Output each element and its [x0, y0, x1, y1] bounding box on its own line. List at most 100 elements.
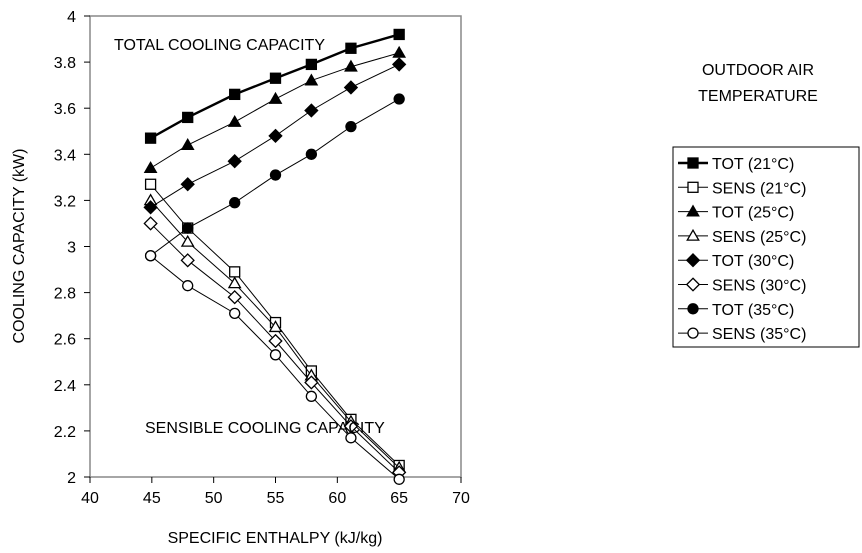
data-point-diamond	[304, 103, 319, 118]
data-point-square	[229, 88, 241, 101]
data-point-square	[687, 181, 699, 193]
data-point-diamond	[268, 128, 283, 144]
data-point-circle	[182, 222, 194, 234]
legend-item: SENS (30°C)	[678, 277, 806, 295]
data-point-circle	[182, 280, 194, 292]
legend-title-line-1: OUTDOOR AIR	[702, 62, 814, 79]
data-point-square	[229, 266, 241, 278]
data-point-circle	[305, 148, 318, 160]
series-layer	[143, 28, 407, 485]
legend-label: SENS (25°C)	[712, 229, 806, 246]
data-point-diamond	[343, 80, 359, 95]
legend-label: SENS (30°C)	[712, 278, 806, 295]
x-tick-label: 50	[205, 490, 223, 507]
y-axis-label: COOLING CAPACITY (kW)	[11, 149, 28, 344]
data-point-square	[144, 132, 157, 144]
data-point-circle	[229, 307, 241, 319]
data-point-triangle	[686, 228, 700, 241]
legend-item: SENS (21°C)	[678, 180, 806, 197]
legend-item: TOT (35°C)	[678, 302, 794, 319]
y-tick-label: 2	[67, 470, 76, 487]
x-tick-label: 55	[267, 490, 285, 507]
data-point-diamond	[268, 333, 283, 349]
legend-item: TOT (30°C)	[678, 253, 794, 270]
series-8	[144, 250, 405, 485]
data-point-triangle	[180, 138, 195, 150]
y-tick-label: 3	[67, 240, 76, 257]
legend-label: TOT (35°C)	[712, 302, 794, 319]
legend-item: SENS (35°C)	[678, 326, 806, 343]
x-tick-label: 40	[81, 490, 99, 507]
legend-label: TOT (25°C)	[712, 205, 794, 222]
data-point-square	[687, 157, 699, 169]
x-tick-label: 70	[452, 490, 470, 507]
data-point-square	[182, 111, 194, 124]
x-tick-label: 60	[328, 490, 346, 507]
y-tick-label: 2.6	[54, 332, 76, 349]
legend-item: TOT (21°C)	[678, 156, 794, 173]
data-point-diamond	[227, 154, 242, 169]
data-point-square	[144, 178, 157, 190]
x-tick-label: 45	[143, 490, 161, 507]
y-tick-label: 2.2	[54, 424, 76, 441]
legend-item: SENS (25°C)	[678, 228, 806, 246]
data-point-triangle	[686, 204, 700, 217]
series-1	[144, 28, 405, 144]
y-tick-label: 3.2	[54, 193, 76, 210]
data-point-triangle	[180, 234, 195, 247]
data-point-diamond	[685, 277, 701, 292]
data-point-circle	[393, 473, 405, 485]
legend-item: TOT (25°C)	[678, 204, 794, 222]
data-point-diamond	[180, 253, 195, 268]
data-point-circle	[144, 250, 157, 262]
series-7	[144, 93, 405, 262]
data-point-triangle	[344, 59, 358, 72]
data-point-circle	[229, 197, 241, 209]
legend-label: TOT (21°C)	[712, 156, 794, 173]
data-point-circle	[687, 303, 699, 315]
data-point-diamond	[227, 290, 242, 305]
data-point-circle	[393, 93, 405, 105]
y-tick-label: 3.6	[54, 101, 76, 118]
legend-label: SENS (35°C)	[712, 326, 806, 343]
data-point-circle	[269, 349, 282, 361]
data-point-square	[305, 58, 318, 71]
y-tick-label: 3.8	[54, 55, 76, 72]
data-point-square	[269, 72, 282, 84]
data-point-diamond	[143, 216, 158, 231]
series-line	[150, 52, 400, 169]
data-point-triangle	[227, 114, 242, 127]
y-tick-label: 2.4	[54, 378, 76, 395]
data-point-triangle	[227, 276, 242, 289]
legend-label: SENS (21°C)	[712, 180, 806, 197]
data-point-diamond	[391, 57, 407, 72]
plot-area	[89, 15, 462, 478]
x-axis-label: SPECIFIC ENTHALPY (kJ/kg)	[168, 530, 383, 547]
data-point-triangle	[392, 45, 407, 58]
data-point-triangle	[268, 91, 283, 104]
series-6	[143, 216, 407, 480]
legend-box	[672, 146, 860, 348]
data-point-triangle	[143, 161, 158, 174]
data-point-circle	[345, 120, 357, 133]
y-tick-label: 2.8	[54, 286, 76, 303]
data-point-circle	[345, 432, 357, 444]
axes: 40 45 50 55 60 65 70 2 2.2 2.4 2.6 2.8 3 3.2 3.4 3.6 3.8…	[54, 9, 470, 507]
data-point-triangle	[268, 320, 283, 333]
annotation-sensible: SENSIBLE COOLING CAPACITY	[145, 420, 385, 437]
data-point-circle	[269, 169, 282, 181]
legend-label: TOT (30°C)	[712, 253, 794, 270]
data-point-square	[345, 42, 357, 54]
data-point-diamond	[180, 177, 195, 192]
data-point-diamond	[143, 200, 158, 215]
data-point-triangle	[304, 73, 319, 86]
annotation-total: TOTAL COOLING CAPACITY	[114, 37, 325, 54]
y-tick-label: 3.4	[54, 147, 76, 164]
series-5	[143, 57, 407, 215]
legend-title-line-2: TEMPERATURE	[698, 88, 818, 105]
data-point-diamond	[685, 253, 701, 268]
data-point-circle	[305, 390, 318, 402]
data-point-diamond	[304, 375, 319, 390]
x-tick-label: 65	[390, 490, 408, 507]
